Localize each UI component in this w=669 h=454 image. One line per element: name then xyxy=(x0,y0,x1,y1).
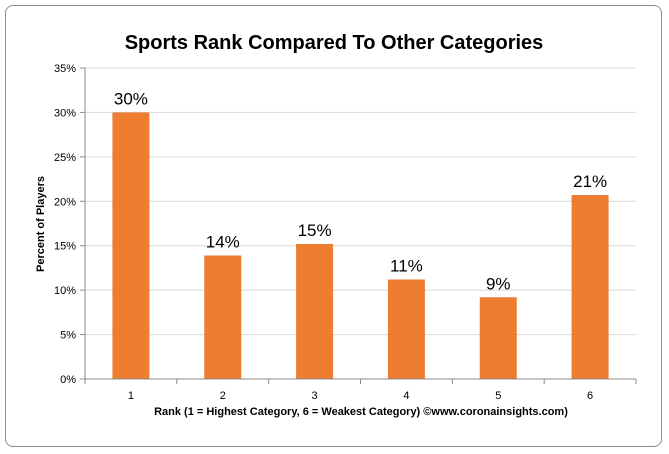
data-labels: 30% 14% 15% 11% 9% 21% xyxy=(114,89,607,293)
y-tick-label: 35% xyxy=(54,63,76,75)
x-tick-label: 5 xyxy=(495,390,501,402)
y-axis-title: Percent of Players xyxy=(35,176,47,272)
x-tick-label: 4 xyxy=(403,390,409,402)
gridlines xyxy=(85,67,636,336)
y-tick-label: 15% xyxy=(54,241,76,253)
y-tick-label: 30% xyxy=(54,107,76,119)
x-tick-label: 2 xyxy=(220,390,226,402)
data-label-4: 11% xyxy=(390,256,423,275)
x-tick-label: 1 xyxy=(128,390,134,402)
x-tick-label: 3 xyxy=(312,390,318,402)
data-label-5: 9% xyxy=(486,274,511,293)
data-label-3: 15% xyxy=(298,221,332,240)
x-tick-label: 6 xyxy=(587,390,593,402)
bars xyxy=(112,112,609,379)
chart-title: Sports Rank Compared To Other Categories xyxy=(125,32,544,54)
bar-5 xyxy=(479,297,517,379)
bar-6 xyxy=(571,195,609,379)
x-axis-ticks: 1 2 3 4 5 6 xyxy=(84,379,637,402)
y-tick-label: 0% xyxy=(60,374,76,386)
x-axis-title: Rank (1 = Highest Category, 6 = Weakest … xyxy=(154,406,568,418)
bar-2 xyxy=(204,255,242,379)
y-axis-ticks: 0% 5% 10% 15% 20% 25% 30% 35% xyxy=(54,63,85,386)
y-tick-label: 5% xyxy=(60,330,76,342)
bar-4 xyxy=(387,279,425,379)
bar-3 xyxy=(296,243,334,379)
bar-1 xyxy=(112,112,150,379)
data-label-2: 14% xyxy=(206,232,240,251)
y-tick-label: 25% xyxy=(54,152,76,164)
y-tick-label: 20% xyxy=(54,196,76,208)
data-label-6: 21% xyxy=(573,172,607,191)
y-tick-label: 10% xyxy=(54,285,76,297)
data-label-1: 30% xyxy=(114,89,148,108)
